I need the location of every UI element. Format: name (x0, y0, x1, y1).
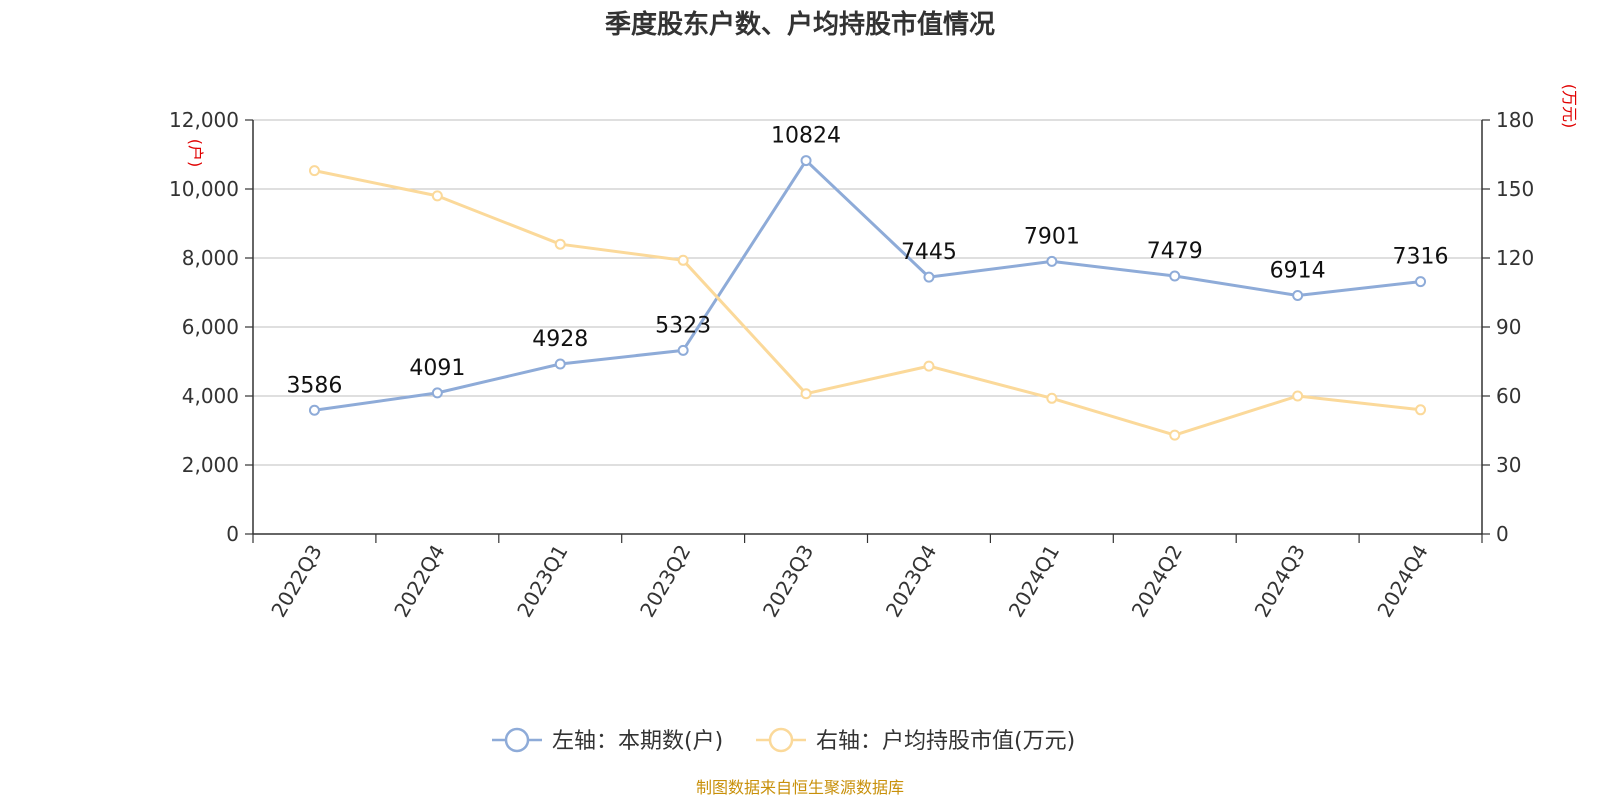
x-tick-label: 2022Q3 (266, 541, 326, 622)
x-tick-label: 2024Q2 (1127, 541, 1187, 622)
x-tick-label: 2024Q1 (1004, 541, 1064, 622)
data-label: 10824 (771, 124, 841, 149)
grid-lines (253, 119, 1482, 466)
right-tick-label: 120 (1496, 246, 1534, 270)
left-tick-label: 12,000 (169, 108, 239, 132)
data-label: 4928 (532, 327, 588, 352)
data-point-right (800, 388, 812, 400)
left-tick-label: 10,000 (169, 177, 239, 201)
data-point-left (800, 155, 812, 167)
data-point-left (1415, 276, 1427, 288)
right-tick-label: 180 (1496, 108, 1534, 132)
data-point-left (1292, 289, 1304, 301)
left-tick-label: 0 (226, 522, 239, 546)
series-line-right (314, 169, 1421, 437)
data-point-right (923, 360, 935, 372)
left-tick-label: 8,000 (182, 246, 239, 270)
data-point-right (431, 190, 443, 202)
data-point-right (1415, 404, 1427, 416)
data-point-right (1169, 429, 1181, 441)
chart-title: 季度股东户数、户均持股市值情况 (605, 9, 995, 40)
data-label: 7901 (1024, 224, 1080, 249)
data-label: 5323 (655, 313, 711, 338)
right-axis-ticks: 0 30 60 90 120 150 180 (1496, 108, 1534, 546)
data-point-left (554, 358, 566, 370)
x-tick-label: 2023Q3 (758, 541, 818, 622)
right-tick-label: 90 (1496, 315, 1521, 339)
data-point-left (923, 271, 935, 283)
data-point-left (1046, 255, 1058, 267)
left-tick-label: 2,000 (182, 453, 239, 477)
data-label: 6914 (1270, 258, 1326, 283)
left-tick-label: 6,000 (182, 315, 239, 339)
legend-item-left[interactable]: 左轴：本期数(户) (492, 727, 723, 754)
x-tick-label: 2023Q4 (881, 541, 941, 622)
axes (245, 119, 1490, 543)
legend-circle-left-icon (504, 727, 530, 753)
data-point-right (554, 238, 566, 250)
data-label: 7479 (1147, 239, 1203, 264)
series-line-left (314, 159, 1421, 412)
x-tick-label: 2024Q4 (1372, 541, 1432, 622)
left-tick-label: 4,000 (182, 384, 239, 408)
data-point-left (431, 387, 443, 399)
x-tick-label: 2024Q3 (1250, 541, 1310, 622)
left-axis-unit: (户) (186, 139, 205, 168)
data-point-left (677, 344, 689, 356)
right-tick-label: 30 (1496, 453, 1521, 477)
right-axis-unit: (万元) (1560, 84, 1579, 129)
data-point-left (308, 404, 320, 416)
data-point-right (1046, 392, 1058, 404)
right-tick-label: 0 (1496, 522, 1509, 546)
legend-label-right: 右轴：户均持股市值(万元) (816, 729, 1075, 754)
right-tick-label: 150 (1496, 177, 1534, 201)
data-point-left (1169, 270, 1181, 282)
data-point-right (308, 165, 320, 177)
data-point-right (677, 254, 689, 266)
legend[interactable]: 左轴：本期数(户) 右轴：户均持股市值(万元) (492, 727, 1075, 754)
right-tick-label: 60 (1496, 384, 1521, 408)
legend-item-right[interactable]: 右轴：户均持股市值(万元) (756, 727, 1075, 754)
x-tick-label: 2023Q1 (512, 541, 572, 622)
data-label: 7445 (901, 240, 957, 265)
data-label: 3586 (286, 373, 342, 398)
legend-label-left: 左轴：本期数(户) (552, 729, 723, 754)
x-tick-label: 2022Q4 (389, 541, 449, 622)
x-tick-label: 2023Q2 (635, 541, 695, 622)
data-source: 制图数据来自恒生聚源数据库 (696, 778, 904, 797)
data-label: 4091 (409, 356, 465, 381)
left-axis-ticks: 0 2,000 4,000 6,000 8,000 10,000 12,000 (169, 108, 239, 546)
data-label: 7316 (1393, 245, 1449, 270)
data-point-right (1292, 390, 1304, 402)
series-layer: 3586 4091 4928 5323 10824 7445 7901 7479 6914 731… (286, 124, 1449, 441)
x-axis-ticks: 2022Q3 2022Q4 2023Q1 2023Q2 2023Q3 2023Q4 2024… (266, 541, 1433, 622)
legend-circle-right-icon (768, 727, 794, 753)
